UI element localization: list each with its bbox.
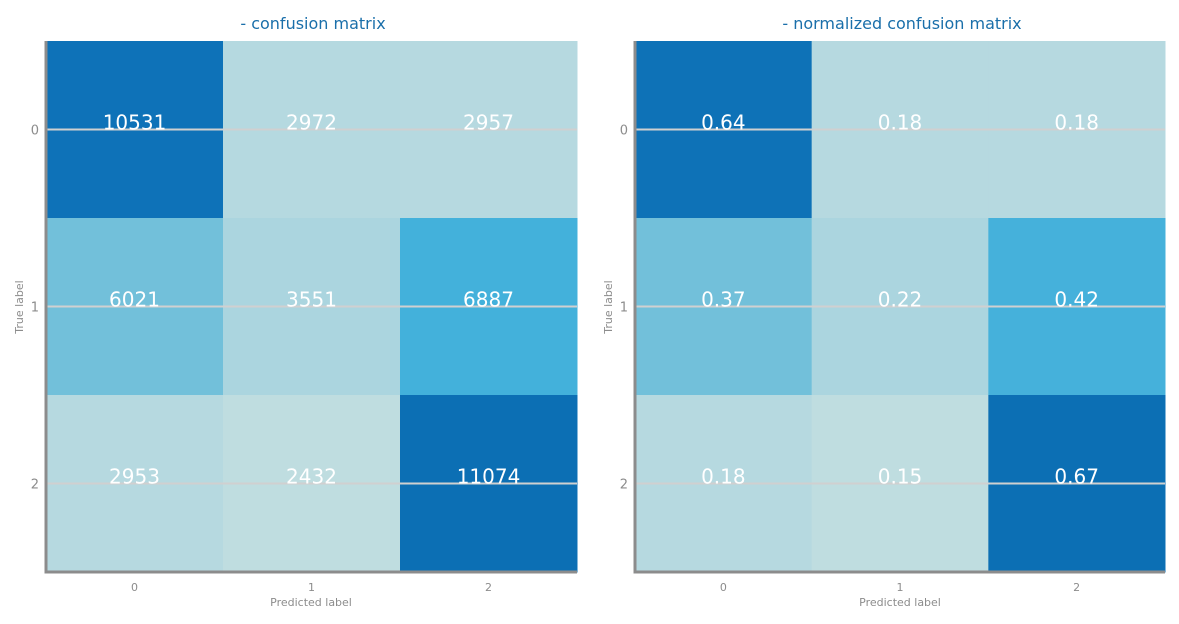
cell-value-label: 10531 (103, 111, 167, 135)
confusion-matrix-panel: - confusion matrix 10531 2972 2957 6021 3551… (13, 14, 578, 609)
cell-value-label: 0.64 (701, 111, 746, 135)
y-axis-label: True label (13, 280, 26, 334)
cell-value-label: 0.42 (1054, 288, 1099, 312)
heatmap-cell-labels: 0.64 0.18 0.18 0.37 0.22 0.42 0.18 0.15 0.67 (701, 111, 1099, 489)
cell-value-label: 2957 (463, 111, 514, 135)
cell-value-label: 6021 (109, 288, 160, 312)
y-tick-label: 2 (31, 478, 39, 493)
cell-value-label: 0.15 (878, 465, 923, 489)
x-tick-label: 1 (897, 581, 904, 594)
x-tick-label: 1 (308, 581, 315, 594)
x-axis-label: Predicted label (859, 596, 941, 609)
heatmap-cells (46, 41, 578, 573)
chart-title: - confusion matrix (240, 14, 385, 33)
y-tick-label: 2 (620, 478, 628, 493)
cell-value-label: 11074 (457, 465, 521, 489)
axis-ticks: 0 1 2 0 1 2 (620, 41, 1165, 594)
cell-value-label: 2953 (109, 465, 160, 489)
cell-value-label: 0.67 (1054, 465, 1099, 489)
x-tick-label: 0 (720, 581, 727, 594)
x-axis-label: Predicted label (270, 596, 352, 609)
cell-value-label: 6887 (463, 288, 514, 312)
y-tick-label: 0 (620, 124, 628, 139)
normalized-confusion-matrix-panel: - normalized confusion matrix 0.64 0.18 0.… (602, 14, 1166, 609)
cell-value-label: 0.18 (701, 465, 746, 489)
y-tick-label: 1 (620, 301, 628, 316)
cell-value-label: 0.18 (878, 111, 923, 135)
heatmap-cell-labels: 10531 2972 2957 6021 3551 6887 2953 2432 11074 (103, 111, 521, 489)
y-tick-label: 0 (31, 124, 39, 139)
axis-ticks: 0 1 2 0 1 2 (31, 41, 577, 594)
cell-value-label: 3551 (286, 288, 337, 312)
cell-value-label: 0.37 (701, 288, 746, 312)
y-tick-label: 1 (31, 301, 39, 316)
cell-value-label: 0.18 (1054, 111, 1099, 135)
x-tick-label: 2 (1073, 581, 1080, 594)
cell-value-label: 2432 (286, 465, 337, 489)
y-axis-label: True label (602, 280, 615, 334)
x-tick-label: 2 (485, 581, 492, 594)
heatmap-cells (635, 41, 1166, 573)
cell-value-label: 2972 (286, 111, 337, 135)
x-tick-label: 0 (131, 581, 138, 594)
chart-title: - normalized confusion matrix (782, 14, 1021, 33)
cell-value-label: 0.22 (878, 288, 923, 312)
